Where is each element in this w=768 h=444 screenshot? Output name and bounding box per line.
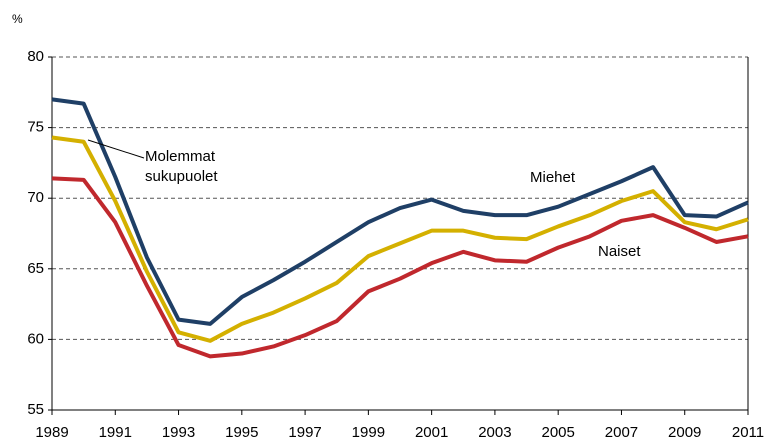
y-tick-label: 75 — [27, 119, 44, 136]
x-tick-label: 1991 — [99, 424, 132, 441]
x-tick-label: 2005 — [541, 424, 574, 441]
x-tick-label: 2009 — [668, 424, 701, 441]
series-label: Naiset — [598, 243, 641, 260]
x-tick-label: 1997 — [288, 424, 321, 441]
x-tick-label: 1989 — [35, 424, 68, 441]
x-tick-label: 2003 — [478, 424, 511, 441]
series-label: Miehet — [530, 169, 576, 186]
x-tick-label: 1993 — [162, 424, 195, 441]
y-tick-label: 65 — [27, 260, 44, 277]
series-line — [51, 176, 749, 359]
y-tick-label: 80 — [27, 48, 44, 65]
y-tick-label: 60 — [27, 330, 44, 347]
series-line — [51, 135, 749, 343]
y-tick-label: 55 — [27, 401, 44, 418]
y-axis-label: % — [12, 12, 23, 26]
series-line — [51, 97, 749, 326]
x-tick-label: 1999 — [352, 424, 385, 441]
x-tick-label: 1995 — [225, 424, 258, 441]
series-label: Molemmat sukupuolet — [145, 148, 218, 185]
x-tick-label: 2007 — [605, 424, 638, 441]
x-tick-label: 2001 — [415, 424, 448, 441]
y-tick-label: 70 — [27, 189, 44, 206]
x-tick-label: 2011 — [732, 424, 764, 441]
leader-line — [87, 139, 145, 159]
